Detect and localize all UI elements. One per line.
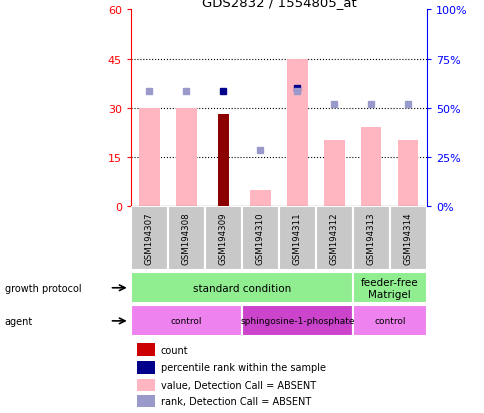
Text: GSM194307: GSM194307 bbox=[145, 212, 153, 265]
Text: standard condition: standard condition bbox=[192, 283, 290, 293]
Bar bbox=[131, 273, 352, 304]
Text: GSM194311: GSM194311 bbox=[292, 212, 301, 265]
Text: value, Detection Call = ABSENT: value, Detection Call = ABSENT bbox=[160, 380, 315, 390]
Bar bbox=[176, 109, 196, 206]
Bar bbox=[204, 206, 242, 271]
Bar bbox=[389, 206, 426, 271]
Bar bbox=[139, 109, 159, 206]
Text: GSM194308: GSM194308 bbox=[182, 212, 191, 265]
Bar bbox=[287, 59, 307, 206]
Bar bbox=[167, 206, 204, 271]
Bar bbox=[136, 361, 154, 374]
Bar bbox=[217, 115, 228, 206]
Text: feeder-free
Matrigel: feeder-free Matrigel bbox=[360, 277, 418, 299]
Bar bbox=[352, 273, 426, 304]
Text: agent: agent bbox=[5, 316, 33, 326]
Bar bbox=[323, 141, 344, 206]
Bar bbox=[250, 190, 270, 206]
Bar bbox=[131, 306, 242, 337]
Bar bbox=[136, 379, 154, 392]
Text: growth protocol: growth protocol bbox=[5, 283, 81, 293]
Bar bbox=[397, 141, 418, 206]
Text: rank, Detection Call = ABSENT: rank, Detection Call = ABSENT bbox=[160, 396, 310, 406]
Bar bbox=[131, 206, 167, 271]
Bar bbox=[352, 306, 426, 337]
Text: GSM194309: GSM194309 bbox=[218, 212, 227, 265]
Bar bbox=[242, 206, 278, 271]
Text: GSM194310: GSM194310 bbox=[256, 212, 264, 265]
Text: percentile rank within the sample: percentile rank within the sample bbox=[160, 363, 325, 373]
Text: count: count bbox=[160, 345, 188, 355]
Bar bbox=[361, 128, 381, 206]
Text: control: control bbox=[373, 317, 405, 325]
Text: GSM194313: GSM194313 bbox=[366, 212, 375, 265]
Bar bbox=[136, 344, 154, 356]
Bar bbox=[136, 395, 154, 408]
Text: sphingosine-1-phosphate: sphingosine-1-phosphate bbox=[240, 317, 354, 325]
Bar bbox=[278, 206, 315, 271]
Text: control: control bbox=[170, 317, 202, 325]
Text: GSM194314: GSM194314 bbox=[403, 212, 412, 265]
Bar bbox=[352, 206, 389, 271]
Bar bbox=[242, 306, 352, 337]
Text: GSM194312: GSM194312 bbox=[329, 212, 338, 265]
Title: GDS2832 / 1554805_at: GDS2832 / 1554805_at bbox=[201, 0, 356, 9]
Bar bbox=[315, 206, 352, 271]
